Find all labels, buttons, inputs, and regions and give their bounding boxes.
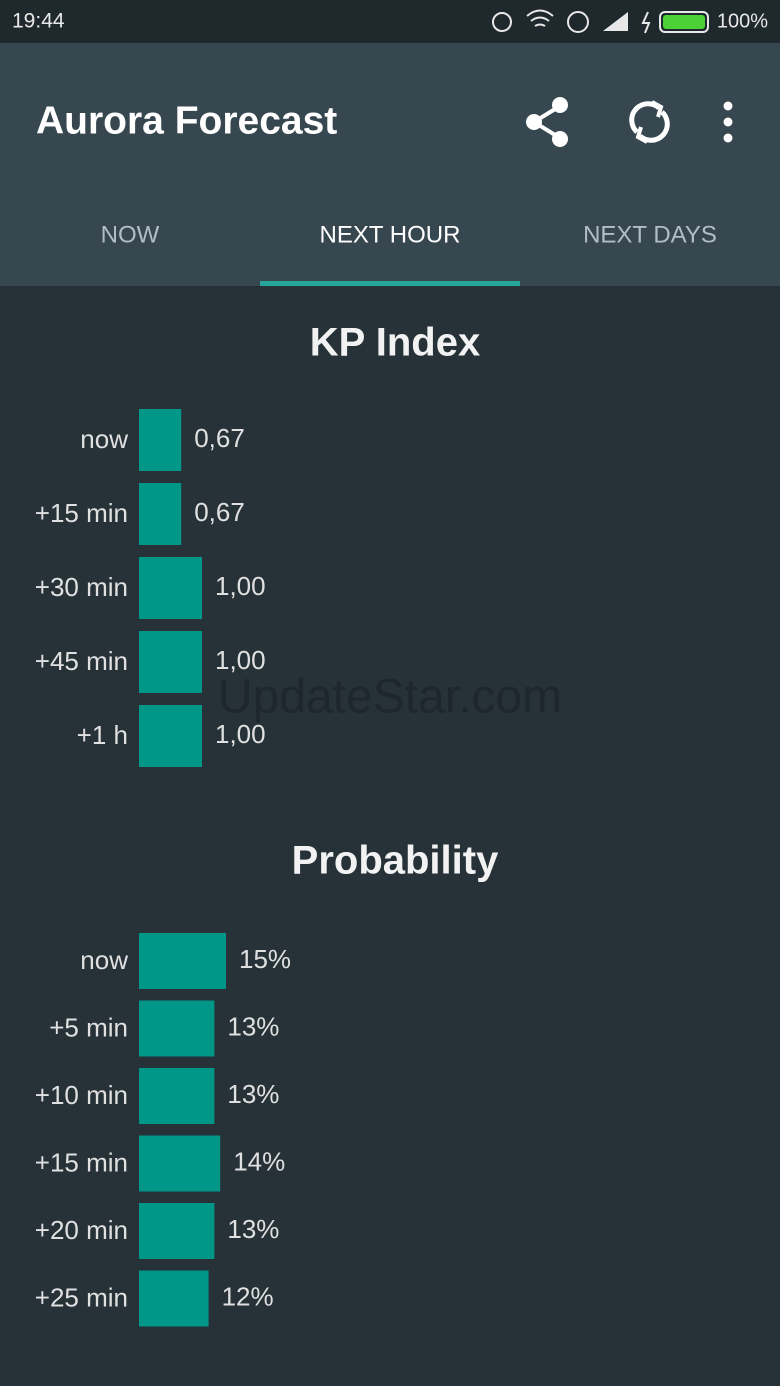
tab-selected[interactable]: NEXT HOUR [320,221,461,248]
charts: KP Index now 0,67 +15 min 0,67 +30 min 1,00 +45… [35,321,499,1327]
row-label: +15 min [35,1147,128,1177]
bar [139,1203,215,1259]
value-label: 13% [227,1011,279,1041]
share-button[interactable] [526,97,568,147]
app-title: Aurora Forecast [36,99,337,142]
tab[interactable]: NOW [101,221,160,248]
bar [139,1135,221,1192]
bar [139,409,182,471]
chart-title: Probability [292,839,499,883]
app-bar [0,43,780,286]
chart-title: KP Index [310,321,480,365]
status-time: 19:44 [12,10,65,33]
value-label: 1,00 [215,719,266,749]
tab-indicator [260,281,520,286]
bar [139,483,182,545]
row-label: +5 min [49,1012,128,1042]
value-label: 15% [239,944,291,974]
watermark: UpdateStar.com [218,671,562,724]
row-label: now [80,424,128,454]
row-label: +10 min [35,1080,128,1110]
value-label: 12% [222,1281,274,1311]
bar [139,705,202,767]
bar [139,1000,215,1057]
row-label: +25 min [35,1282,128,1312]
value-label: 14% [233,1146,285,1176]
refresh-button[interactable] [629,100,670,144]
value-label: 0,67 [194,497,245,527]
row-label: now [80,945,128,975]
row-label: +45 min [35,646,128,676]
row-label: +1 h [77,720,128,750]
value-label: 1,00 [215,571,266,601]
overflow-menu-button[interactable] [723,101,733,143]
value-label: 13% [227,1214,279,1244]
bar [139,1068,215,1124]
value-label: 1,00 [215,645,266,675]
tab[interactable]: NEXT DAYS [583,221,717,248]
bar [139,1270,209,1327]
status-battery: 100% [717,10,768,32]
bar [139,933,226,989]
status-bar [0,0,780,43]
value-label: 0,67 [194,423,245,453]
row-label: +30 min [35,572,128,602]
bar [139,557,202,619]
row-label: +15 min [35,498,128,528]
value-label: 13% [227,1079,279,1109]
status-icons [492,9,709,34]
row-label: +20 min [35,1215,128,1245]
bar [139,631,202,693]
